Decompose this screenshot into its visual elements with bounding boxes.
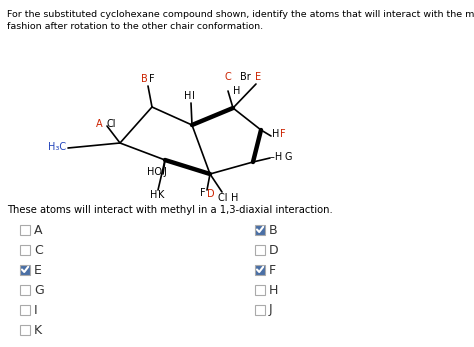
- Text: D: D: [207, 189, 215, 199]
- FancyBboxPatch shape: [255, 305, 265, 315]
- Text: fashion after rotation to the other chair conformation.: fashion after rotation to the other chai…: [7, 22, 263, 31]
- Text: F: F: [280, 129, 286, 139]
- Text: G: G: [34, 283, 44, 296]
- Text: H: H: [269, 283, 278, 296]
- FancyBboxPatch shape: [20, 285, 30, 295]
- Text: G: G: [285, 152, 292, 162]
- FancyBboxPatch shape: [255, 265, 265, 275]
- Text: K: K: [158, 190, 164, 200]
- Text: H: H: [183, 91, 191, 101]
- Text: A: A: [34, 223, 43, 237]
- Text: J: J: [269, 304, 273, 316]
- Text: K: K: [34, 323, 42, 337]
- FancyBboxPatch shape: [20, 225, 30, 235]
- Text: Br: Br: [240, 72, 254, 82]
- Text: J: J: [163, 167, 166, 177]
- Text: H₃C: H₃C: [48, 142, 66, 152]
- Text: H: H: [272, 129, 279, 139]
- Text: These atoms will interact with methyl in a 1,3-diaxial interaction.: These atoms will interact with methyl in…: [7, 205, 333, 215]
- Text: B: B: [269, 223, 278, 237]
- Text: C: C: [225, 72, 231, 82]
- FancyBboxPatch shape: [255, 225, 265, 235]
- Text: For the substituted cyclohexane compound shown, identify the atoms that will int: For the substituted cyclohexane compound…: [7, 10, 474, 19]
- FancyBboxPatch shape: [20, 265, 30, 275]
- FancyBboxPatch shape: [20, 245, 30, 255]
- Text: F: F: [149, 74, 155, 84]
- FancyBboxPatch shape: [20, 325, 30, 335]
- FancyBboxPatch shape: [255, 245, 265, 255]
- Text: I: I: [34, 304, 37, 316]
- Text: C: C: [34, 244, 43, 256]
- Text: H: H: [150, 190, 157, 200]
- Text: E: E: [255, 72, 261, 82]
- Text: HO: HO: [147, 167, 162, 177]
- Text: I: I: [192, 91, 195, 101]
- Text: A: A: [96, 119, 106, 129]
- Text: H: H: [233, 86, 240, 96]
- Text: F: F: [201, 188, 206, 198]
- Text: Cl: Cl: [107, 119, 117, 129]
- Text: H: H: [231, 193, 238, 203]
- FancyBboxPatch shape: [20, 305, 30, 315]
- Text: F: F: [269, 263, 276, 277]
- Text: D: D: [269, 244, 279, 256]
- Text: Cl: Cl: [218, 193, 231, 203]
- FancyBboxPatch shape: [255, 285, 265, 295]
- Text: E: E: [34, 263, 42, 277]
- Text: B: B: [141, 74, 148, 84]
- Text: –H: –H: [270, 152, 285, 162]
